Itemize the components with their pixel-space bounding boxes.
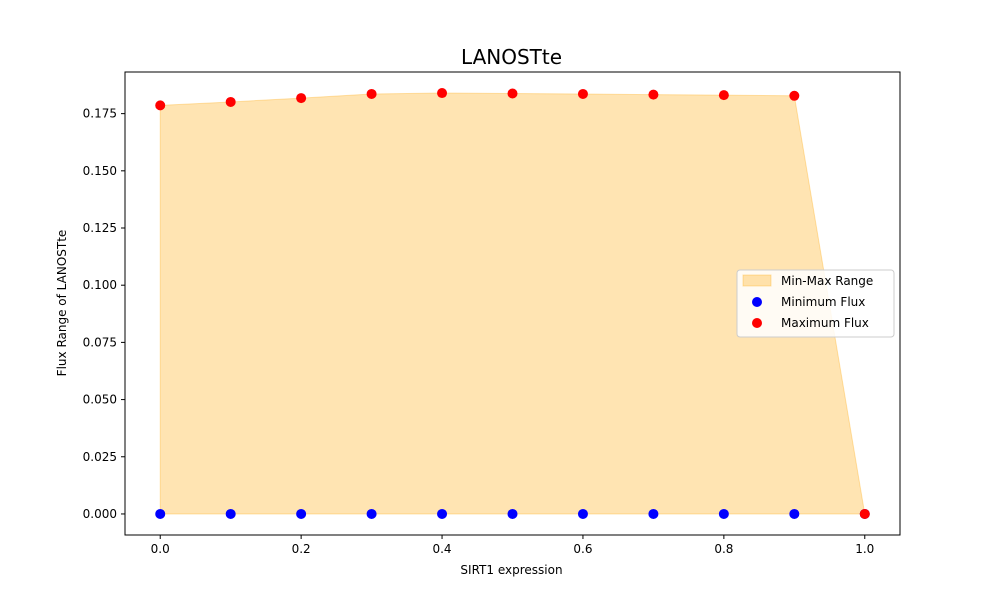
x-tick-label: 0.2 <box>292 542 311 556</box>
maximum-flux-point <box>859 508 870 519</box>
legend-label-minimum: Minimum Flux <box>781 295 865 309</box>
minimum-flux-point <box>366 508 377 519</box>
x-tick-label: 0.4 <box>432 542 451 556</box>
plot-frame <box>124 71 901 536</box>
minimum-flux-point <box>648 508 659 519</box>
maximum-flux-point <box>225 96 236 107</box>
minimum-flux-point <box>718 508 729 519</box>
legend-box <box>736 269 895 338</box>
y-tick-label: 0.075 <box>83 335 117 349</box>
minimum-flux-point <box>225 508 236 519</box>
maximum-flux-point <box>507 88 518 99</box>
y-axis-label: Flux Range of LANOSTte <box>55 230 69 377</box>
y-tick-label: 0.000 <box>83 507 117 521</box>
x-tick-label: 0.0 <box>151 542 170 556</box>
legend-label-maximum: Maximum Flux <box>781 316 869 330</box>
x-tick-label: 0.6 <box>573 542 592 556</box>
x-tick-label: 1.0 <box>855 542 874 556</box>
y-tick-label: 0.125 <box>83 221 117 235</box>
minimum-flux-point <box>437 508 448 519</box>
x-axis-label: SIRT1 expression <box>460 563 562 577</box>
minimum-flux-point <box>577 508 588 519</box>
minimum-flux-point <box>507 508 518 519</box>
chart-title: LANOSTte <box>461 45 562 69</box>
maximum-flux-point <box>437 88 448 99</box>
y-tick-label: 0.100 <box>83 278 117 292</box>
legend: Min-Max Range Minimum Flux Maximum Flux <box>736 269 895 338</box>
x-tick-label: 0.8 <box>714 542 733 556</box>
legend-swatch-range <box>742 274 772 287</box>
maximum-flux-point <box>577 88 588 99</box>
legend-marker-minimum <box>752 297 762 307</box>
maximum-flux-point <box>648 89 659 100</box>
maximum-flux-point <box>718 90 729 101</box>
maximum-flux-point <box>789 90 800 101</box>
maximum-flux-point <box>296 93 307 104</box>
minimum-flux-point <box>789 508 800 519</box>
min-max-range-fill <box>159 92 866 515</box>
maximum-flux-point <box>155 100 166 111</box>
y-tick-label: 0.175 <box>83 107 117 121</box>
minimum-flux-point <box>296 508 307 519</box>
minimum-flux-point <box>155 508 166 519</box>
y-tick-label: 0.025 <box>83 450 117 464</box>
axes: 0.0 0.2 0.4 0.6 0.8 1.0 0.000 0.025 0.050 0.075 0.… <box>83 71 901 556</box>
legend-marker-maximum <box>752 318 762 328</box>
y-tick-label: 0.050 <box>83 393 117 407</box>
y-tick-label: 0.150 <box>83 164 117 178</box>
maximum-flux-point <box>366 88 377 99</box>
legend-label-range: Min-Max Range <box>781 274 873 288</box>
plot-area <box>155 88 870 519</box>
